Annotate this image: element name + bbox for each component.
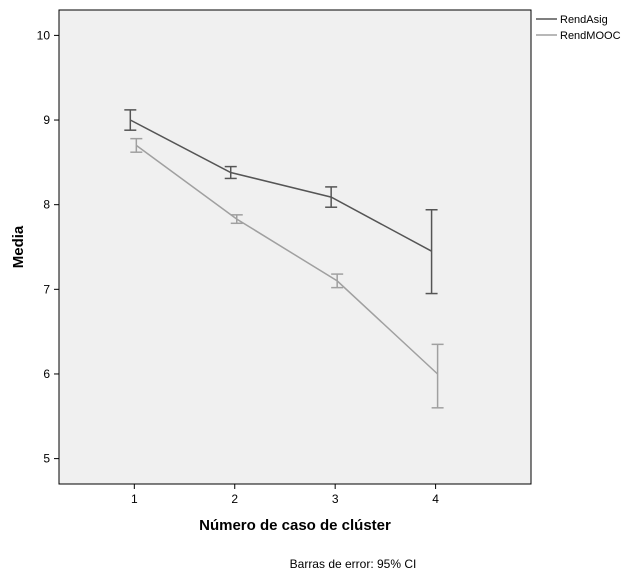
error-bar-rendasig xyxy=(425,209,438,295)
error-bar-rendmooc xyxy=(431,343,444,409)
error-bar-rendasig xyxy=(224,165,237,180)
error-bar-rendasig xyxy=(124,109,137,131)
x-tick-label: 1 xyxy=(131,492,138,506)
y-axis-title: Media xyxy=(10,225,27,268)
y-tick-label: 9 xyxy=(43,113,50,127)
series-layer xyxy=(124,109,444,409)
error-bar-rendasig xyxy=(325,186,338,208)
y-tick-label: 5 xyxy=(43,452,50,466)
x-tick-label: 2 xyxy=(231,492,238,506)
legend-label-rendmooc: RendMOOC xyxy=(560,30,621,42)
legend: RendAsig RendMOOC xyxy=(536,14,621,42)
x-tick-label: 3 xyxy=(332,492,339,506)
series-line-rendasig xyxy=(129,119,432,252)
series-line-rendmooc xyxy=(135,144,439,375)
error-bar-rendmooc xyxy=(130,137,143,153)
y-axis: 5 6 7 8 9 10 xyxy=(37,28,59,466)
error-bar-rendmooc xyxy=(230,214,243,225)
y-tick-label: 10 xyxy=(37,28,51,42)
footnote: Barras de error: 95% CI xyxy=(290,557,417,570)
plot-area xyxy=(58,9,532,485)
error-bar-rendmooc xyxy=(331,273,344,289)
x-axis-title: Número de caso de clúster xyxy=(199,517,391,534)
x-axis: 1 2 3 4 xyxy=(131,484,439,506)
y-tick-label: 6 xyxy=(43,367,50,381)
y-tick-label: 8 xyxy=(43,198,50,212)
y-tick-label: 7 xyxy=(43,282,50,296)
legend-label-rendasig: RendAsig xyxy=(560,14,608,26)
x-tick-label: 4 xyxy=(432,492,439,506)
